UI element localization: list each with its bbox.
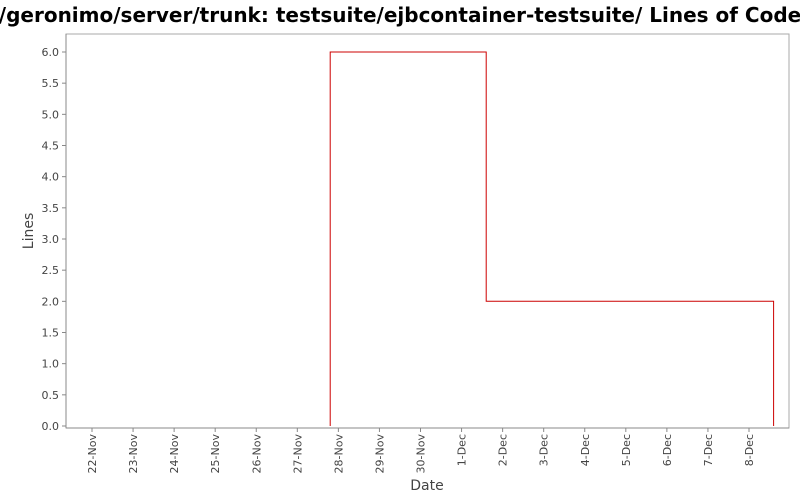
x-tick-label: 4-Dec (579, 434, 592, 466)
x-tick-label: 28-Nov (332, 434, 345, 474)
y-tick-label: 1.0 (42, 358, 60, 371)
x-tick-label: 2-Dec (497, 434, 510, 466)
y-tick-label: 6.0 (42, 46, 60, 59)
y-axis: 0.0 0.5 1.0 1.5 2.0 2.5 3.0 3.5 4.0 4.5 5.0 5.5 6.0 (42, 34, 67, 433)
y-tick-label: 4.0 (42, 171, 60, 184)
x-tick-label: 7-Dec (702, 434, 715, 466)
x-tick-label: 5-Dec (620, 434, 633, 466)
x-axis: 22-Nov 23-Nov 24-Nov 25-Nov 26-Nov 27-Nov 28-N… (66, 427, 789, 474)
x-tick-label: 30-Nov (415, 434, 428, 474)
y-tick-label: 4.5 (42, 140, 60, 153)
y-tick-label: 1.5 (42, 327, 60, 340)
x-tick-label: 1-Dec (456, 434, 469, 466)
y-tick-label: 2.5 (42, 264, 60, 277)
x-axis-label: Date (410, 478, 443, 494)
y-tick-label: 3.0 (42, 233, 60, 246)
y-tick-label: 3.5 (42, 202, 60, 215)
x-tick-label: 26-Nov (250, 434, 263, 474)
x-tick-label: 23-Nov (127, 434, 140, 474)
x-tick-label: 8-Dec (743, 434, 756, 466)
y-tick-label: 0.5 (42, 389, 60, 402)
x-tick-label: 27-Nov (291, 434, 304, 474)
y-tick-label: 2.0 (42, 295, 60, 308)
x-tick-label: 6-Dec (661, 434, 674, 466)
chart-title: /geronimo/server/trunk: testsuite/ejbcon… (0, 3, 800, 27)
y-tick-label: 5.0 (42, 108, 60, 121)
y-tick-label: 0.0 (42, 420, 60, 433)
x-tick-label: 22-Nov (86, 434, 99, 474)
x-tick-label: 25-Nov (209, 434, 222, 474)
y-tick-label: 5.5 (42, 77, 60, 90)
series-group (329, 51, 775, 426)
x-tick-label: 3-Dec (538, 434, 551, 466)
x-tick-label: 29-Nov (373, 434, 386, 474)
x-tick-label: 24-Nov (168, 434, 181, 474)
plot-frame (65, 33, 790, 429)
y-axis-label: Lines (21, 213, 37, 249)
series-line (329, 51, 775, 426)
